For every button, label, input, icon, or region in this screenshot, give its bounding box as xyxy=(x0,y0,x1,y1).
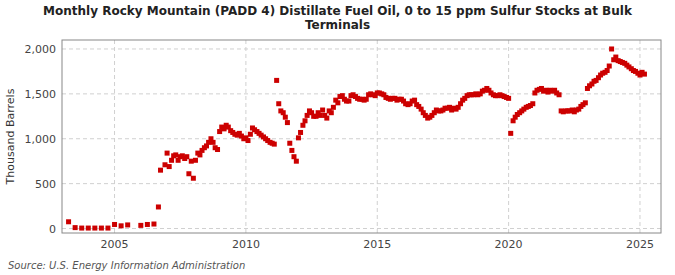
y-grid-line xyxy=(62,228,661,229)
point xyxy=(197,152,202,157)
point xyxy=(184,154,189,159)
y-tick-label: 0 xyxy=(49,223,56,236)
point xyxy=(156,204,161,209)
point xyxy=(79,226,84,231)
x-grid-line xyxy=(508,40,509,233)
y-grid-line xyxy=(62,183,661,184)
y-grid-line xyxy=(62,48,661,49)
point xyxy=(165,151,170,156)
point xyxy=(145,222,150,227)
point xyxy=(169,158,174,163)
point xyxy=(609,46,614,51)
y-tick-label: 2,000 xyxy=(25,43,57,56)
point xyxy=(303,118,308,123)
point xyxy=(158,168,163,173)
point xyxy=(248,132,253,137)
point xyxy=(125,222,130,227)
y-tick-label: 1,000 xyxy=(25,133,57,146)
point xyxy=(211,140,216,145)
point xyxy=(320,108,325,113)
point xyxy=(298,130,303,135)
x-tick-label: 2025 xyxy=(626,238,654,251)
point xyxy=(119,223,124,228)
points xyxy=(66,46,647,230)
point xyxy=(346,99,351,104)
point xyxy=(642,72,647,77)
point xyxy=(86,226,91,231)
point xyxy=(276,101,281,106)
point xyxy=(281,110,286,115)
point xyxy=(530,101,535,106)
point xyxy=(557,92,562,97)
x-grid-line xyxy=(377,40,378,233)
point xyxy=(506,96,511,101)
x-tick-label: 2020 xyxy=(495,238,523,251)
grid xyxy=(62,40,661,233)
point xyxy=(287,141,292,146)
point xyxy=(296,135,301,140)
point xyxy=(335,100,340,105)
point xyxy=(173,152,178,157)
y-grid-line xyxy=(62,138,661,139)
point xyxy=(364,97,369,102)
point xyxy=(66,219,71,224)
y-tick-label: 500 xyxy=(35,178,56,191)
x-tick-label: 2010 xyxy=(232,238,260,251)
x-tick-label: 2015 xyxy=(363,238,391,251)
point xyxy=(305,113,310,118)
point xyxy=(324,116,329,121)
point xyxy=(329,110,334,115)
point xyxy=(291,154,296,159)
point xyxy=(318,113,323,118)
point xyxy=(412,98,417,103)
point xyxy=(607,64,612,69)
point xyxy=(112,222,117,227)
point xyxy=(73,225,78,230)
point xyxy=(92,226,97,231)
x-grid-line xyxy=(114,40,115,233)
point xyxy=(272,142,277,147)
point xyxy=(583,100,588,105)
point xyxy=(300,123,305,128)
point xyxy=(151,222,156,227)
point xyxy=(215,147,220,152)
point xyxy=(283,115,288,120)
y-tick-label: 1,500 xyxy=(25,88,57,101)
point xyxy=(105,226,110,231)
point xyxy=(294,159,299,164)
chart-container: Monthly Rocky Mountain (PADD 4) Distilla… xyxy=(0,0,675,275)
point xyxy=(217,129,222,134)
point xyxy=(605,68,610,73)
point xyxy=(274,78,279,83)
point xyxy=(191,176,196,181)
point xyxy=(99,226,104,231)
y-axis-label: Thousand Barrels xyxy=(4,88,17,185)
point xyxy=(246,138,251,143)
x-tick-label: 2005 xyxy=(101,238,129,251)
point xyxy=(186,171,191,176)
title: Monthly Rocky Mountain (PADD 4) Distilla… xyxy=(43,4,633,32)
y-grid-line xyxy=(62,93,661,94)
point xyxy=(138,223,143,228)
point xyxy=(193,158,198,163)
plot-frame xyxy=(62,40,661,233)
point xyxy=(285,120,290,125)
point xyxy=(508,131,513,136)
point xyxy=(289,148,294,153)
point xyxy=(331,105,336,110)
chart-svg: Monthly Rocky Mountain (PADD 4) Distilla… xyxy=(0,0,675,275)
point xyxy=(167,164,172,169)
source-annotation: Source: U.S. Energy Information Administ… xyxy=(8,260,245,271)
title-line: Monthly Rocky Mountain (PADD 4) Distilla… xyxy=(43,4,633,18)
x-grid-line xyxy=(639,40,640,233)
title-line: Terminals xyxy=(305,18,370,32)
